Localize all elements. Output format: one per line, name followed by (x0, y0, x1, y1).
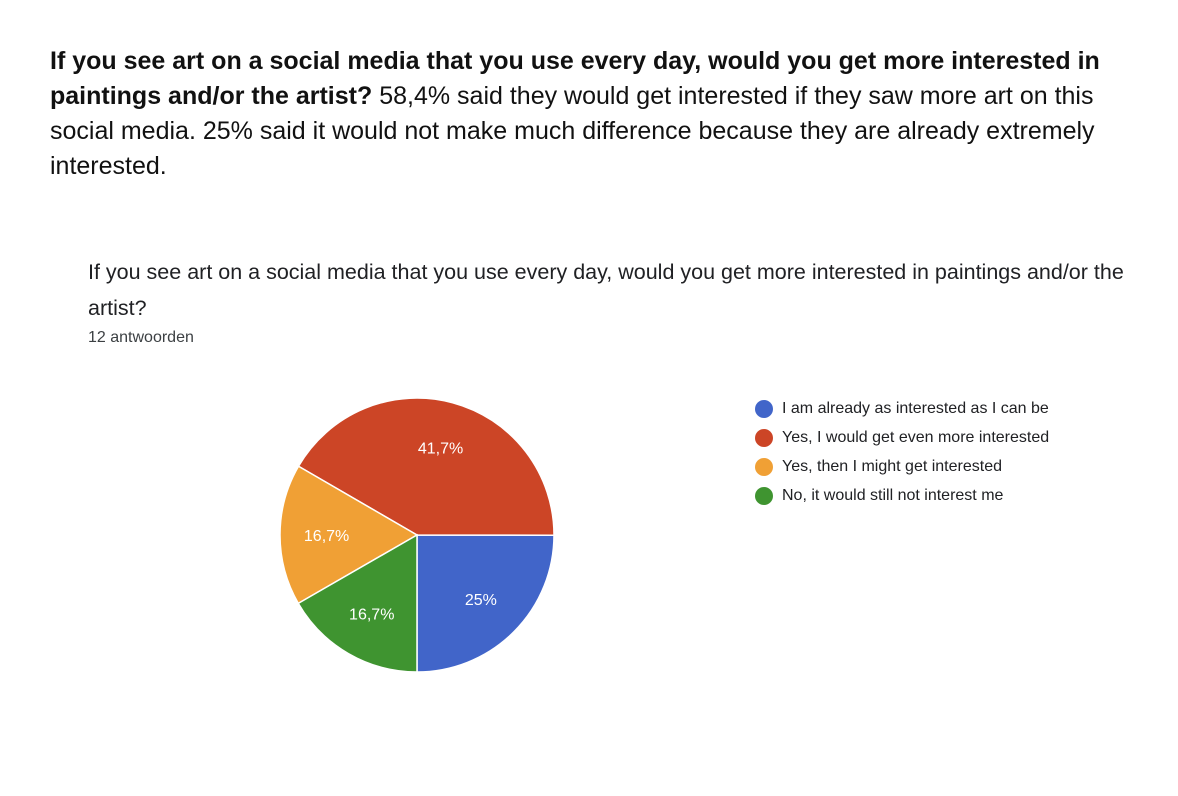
chart-title: If you see art on a social media that yo… (88, 260, 1124, 320)
legend-swatch (755, 457, 773, 476)
legend-label: I am already as interested as I can be (782, 399, 1049, 417)
intro-question: If you see art on a social media that yo… (50, 47, 1100, 110)
intro-summary: 58,4% said they would get interested if … (50, 82, 1095, 180)
legend-label: Yes, I would get even more interested (782, 428, 1050, 446)
legend-item[interactable]: Yes, I would get even more interested (755, 423, 1049, 452)
pie-slice[interactable] (297, 533, 418, 673)
legend-label: Yes, then I might get interested (782, 457, 1002, 475)
response-count: 12 antwoorden (88, 329, 194, 346)
legend-swatch (755, 486, 773, 505)
legend: I am already as interested as I can be Y… (755, 394, 1049, 510)
slice-label: 16,7% (349, 606, 394, 623)
legend-item[interactable]: I am already as interested as I can be (755, 394, 1049, 423)
pie-slice[interactable] (297, 397, 555, 536)
legend-swatch (755, 399, 773, 418)
pie-slice[interactable] (279, 465, 419, 605)
legend-item[interactable]: No, it would still not interest me (755, 481, 1049, 510)
legend-item[interactable]: Yes, then I might get interested (755, 452, 1049, 481)
pie-slice[interactable] (416, 534, 555, 673)
legend-label: No, it would still not interest me (782, 486, 1004, 504)
slice-label: 41,7% (418, 441, 463, 458)
intro-text: If you see art on a social media that yo… (50, 44, 1150, 184)
legend-swatch (755, 428, 773, 447)
slice-label: 25% (465, 592, 497, 609)
slice-label: 16,7% (304, 528, 349, 545)
pie-slices (279, 397, 555, 673)
pie-labels: 25% 41,7% 16,7% 16,7% (304, 441, 497, 624)
